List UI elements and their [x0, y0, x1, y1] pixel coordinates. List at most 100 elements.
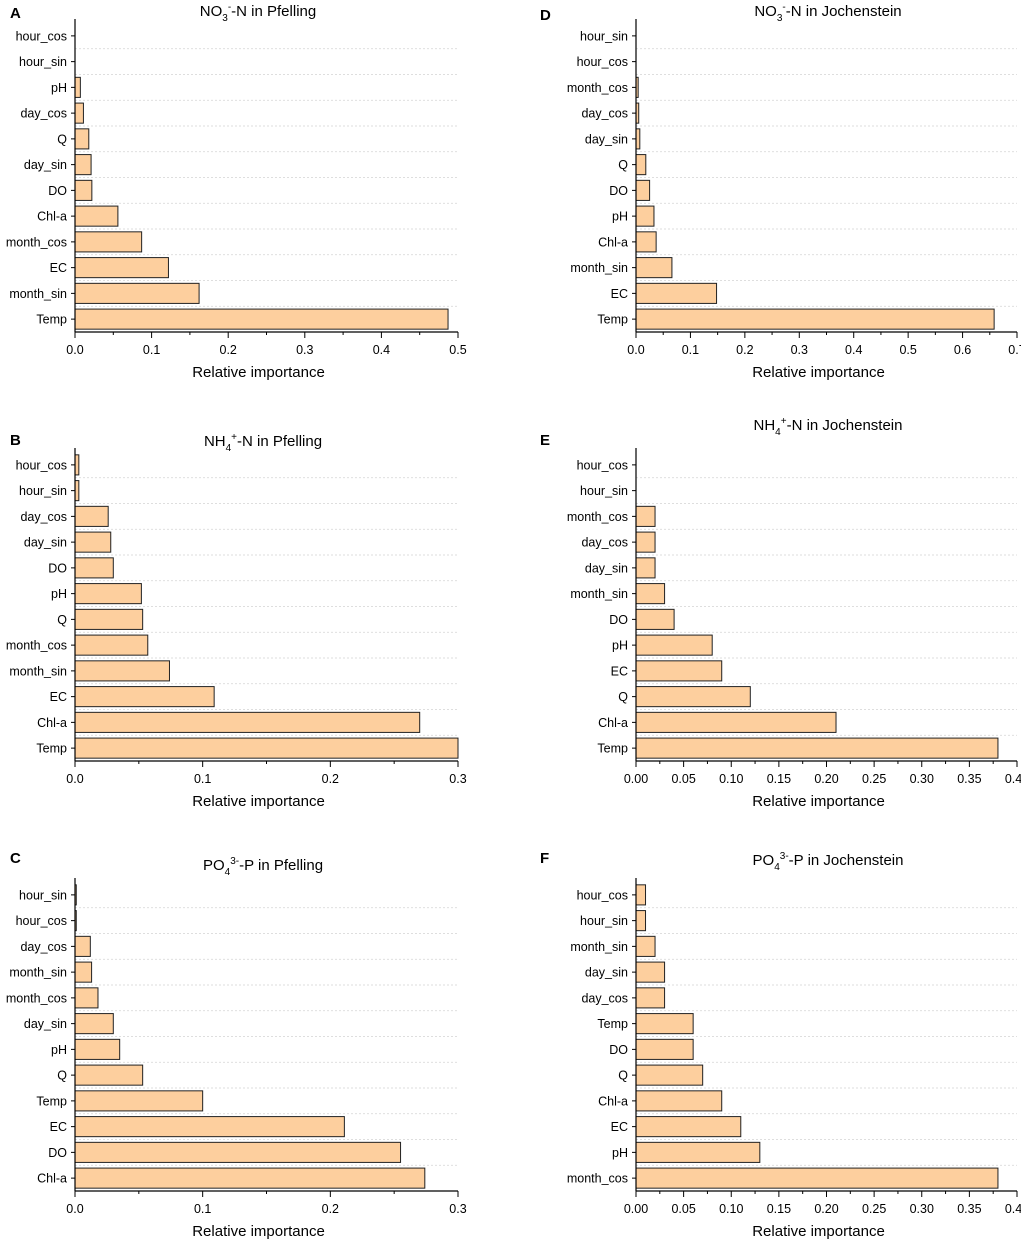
category-label: pH [612, 639, 628, 653]
category-label: Q [57, 132, 67, 146]
category-label: month_sin [9, 664, 67, 678]
bar [74, 608, 144, 630]
bar [635, 1141, 761, 1163]
category-label: month_cos [567, 510, 628, 524]
bar [74, 634, 149, 656]
bar [635, 634, 713, 656]
chart-panel-e: hour_cos hour_sin month_cos day_cos day_sinm… [540, 416, 1021, 810]
category-label: month_sin [570, 261, 628, 275]
panel-letter: D [540, 7, 551, 24]
bar [635, 179, 651, 201]
chart-title: NO3--N in Jochenstein [754, 2, 901, 24]
category-label: pH [51, 587, 67, 601]
x-tick-label: 0.4 [373, 343, 390, 357]
bar [635, 205, 655, 227]
category-label: DO [609, 613, 628, 627]
x-tick-label: 0.7 [1008, 343, 1021, 357]
category-label: hour_cos [577, 888, 628, 902]
x-tick-label: 0.4 [845, 343, 862, 357]
category-label: month_sin [9, 966, 67, 980]
category-label: EC [50, 261, 67, 275]
bar [74, 686, 215, 708]
category-label: Temp [597, 742, 628, 756]
category-label: Q [618, 1069, 628, 1083]
x-tick-label: 0.3 [791, 343, 808, 357]
x-tick-label: 0.20 [814, 1202, 838, 1216]
category-label: hour_sin [19, 484, 67, 498]
x-tick-label: 0.35 [957, 772, 981, 786]
x-axis-label: Relative importance [752, 364, 885, 381]
category-label: DO [48, 184, 67, 198]
category-label: pH [51, 1043, 67, 1057]
bar [74, 1167, 426, 1189]
category-label: day_cos [20, 940, 67, 954]
x-tick-label: 0.40 [1005, 772, 1021, 786]
chart-title: NH4+-N in Jochenstein [754, 416, 903, 438]
category-label: Chl-a [37, 210, 67, 224]
x-axis-label: Relative importance [752, 793, 885, 810]
category-label: Temp [36, 742, 67, 756]
x-tick-label: 0.30 [910, 772, 934, 786]
bar [74, 1141, 402, 1163]
bar [635, 231, 657, 253]
category-label: EC [611, 287, 628, 301]
bar [635, 1090, 723, 1112]
bar [635, 282, 718, 304]
chart-panel-d: hour_sin hour_cos month_cos day_cos day_sin Q… [540, 2, 1021, 381]
bar [74, 660, 170, 682]
x-tick-label: 0.05 [671, 772, 695, 786]
panel-letter: C [10, 850, 21, 867]
bar [74, 1013, 114, 1035]
bar [635, 987, 666, 1009]
category-label: month_sin [570, 587, 628, 601]
x-tick-label: 0.1 [194, 772, 211, 786]
category-label: day_sin [24, 1017, 67, 1031]
category-label: hour_sin [580, 484, 628, 498]
category-label: Chl-a [37, 1172, 67, 1186]
category-label: EC [50, 1120, 67, 1134]
bar [74, 308, 449, 330]
category-label: hour_sin [19, 55, 67, 69]
x-tick-label: 0.2 [322, 772, 339, 786]
bar [635, 737, 999, 759]
bar [74, 154, 92, 176]
panel-letter: B [10, 432, 21, 449]
bar [74, 961, 93, 983]
x-tick-label: 0.10 [719, 1202, 743, 1216]
category-label: hour_sin [580, 914, 628, 928]
x-tick-label: 0.3 [449, 1202, 466, 1216]
bar [74, 128, 90, 150]
category-label: DO [609, 1043, 628, 1057]
category-label: hour_cos [577, 458, 628, 472]
x-tick-label: 0.05 [671, 1202, 695, 1216]
x-tick-label: 0.10 [719, 772, 743, 786]
x-tick-label: 0.25 [862, 772, 886, 786]
category-label: month_sin [9, 287, 67, 301]
x-tick-label: 0.5 [899, 343, 916, 357]
category-label: day_sin [24, 158, 67, 172]
category-label: EC [611, 664, 628, 678]
chart-panel-c: hour_sin hour_cos day_cos month_sin month_co… [6, 850, 467, 1240]
bar [635, 1064, 704, 1086]
bar [74, 531, 112, 553]
bar [74, 1064, 144, 1086]
category-label: hour_cos [577, 55, 628, 69]
bar [74, 282, 200, 304]
category-label: day_cos [581, 107, 628, 121]
x-tick-label: 0.25 [862, 1202, 886, 1216]
x-tick-label: 0.1 [194, 1202, 211, 1216]
bar [74, 1038, 121, 1060]
bar [635, 686, 751, 708]
bar [74, 505, 109, 527]
x-axis-label: Relative importance [192, 793, 325, 810]
category-label: Temp [36, 313, 67, 327]
bar [635, 711, 837, 733]
category-label: EC [611, 1120, 628, 1134]
category-label: Q [57, 1069, 67, 1083]
category-label: Chl-a [598, 1094, 628, 1108]
category-label: month_cos [6, 991, 67, 1005]
x-axis-label: Relative importance [192, 1223, 325, 1240]
category-label: Temp [36, 1094, 67, 1108]
category-label: month_sin [570, 940, 628, 954]
